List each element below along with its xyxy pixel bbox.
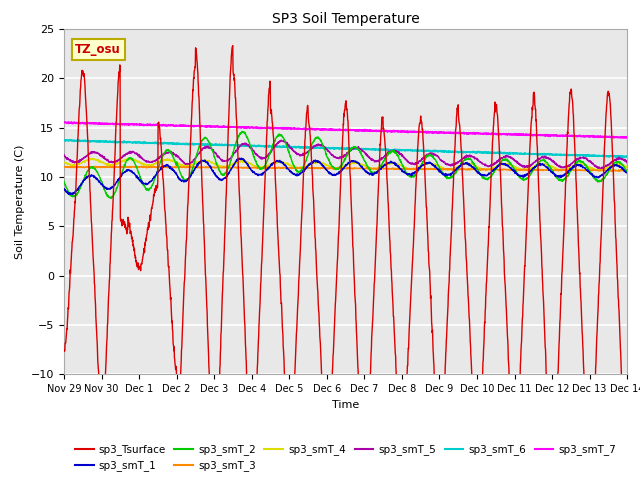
sp3_smT_3	[89, 164, 97, 170]
sp3_smT_5	[607, 159, 615, 165]
sp3_smT_7	[623, 135, 631, 141]
Y-axis label: Soil Temperature (C): Soil Temperature (C)	[15, 144, 26, 259]
sp3_smT_2	[108, 195, 115, 201]
sp3_Tsurface	[504, 344, 512, 349]
sp3_smT_4	[607, 164, 615, 169]
sp3_smT_4	[319, 160, 327, 166]
sp3_smT_2	[504, 158, 512, 164]
sp3_smT_1	[335, 170, 342, 176]
sp3_smT_4	[334, 166, 342, 172]
sp3_smT_5	[334, 156, 342, 161]
sp3_Tsurface	[623, 472, 631, 478]
sp3_Tsurface	[89, 245, 97, 251]
sp3_smT_3	[319, 165, 327, 171]
sp3_smT_1	[89, 173, 97, 179]
sp3_smT_3	[607, 168, 615, 173]
sp3_smT_5	[596, 166, 604, 172]
Title: SP3 Soil Temperature: SP3 Soil Temperature	[272, 12, 419, 26]
sp3_smT_6	[607, 153, 615, 159]
sp3_smT_6	[89, 138, 97, 144]
sp3_smT_5	[319, 143, 327, 149]
sp3_smT_3	[623, 168, 631, 173]
Legend: sp3_Tsurface, sp3_smT_1, sp3_smT_2, sp3_smT_3, sp3_smT_4, sp3_smT_5, sp3_smT_6, : sp3_Tsurface, sp3_smT_1, sp3_smT_2, sp3_…	[71, 440, 620, 476]
sp3_Tsurface	[319, 408, 327, 413]
X-axis label: Time: Time	[332, 400, 359, 409]
sp3_smT_7	[319, 127, 327, 132]
sp3_smT_1	[607, 163, 615, 169]
sp3_Tsurface	[607, 117, 615, 123]
sp3_smT_4	[607, 162, 615, 168]
sp3_smT_6	[60, 137, 68, 143]
sp3_smT_7	[68, 119, 76, 125]
sp3_smT_3	[116, 163, 124, 169]
sp3_smT_5	[607, 160, 615, 166]
sp3_Tsurface	[607, 125, 615, 131]
Line: sp3_smT_6: sp3_smT_6	[64, 140, 627, 157]
sp3_smT_1	[319, 163, 327, 169]
sp3_smT_3	[615, 168, 623, 174]
sp3_smT_3	[607, 168, 614, 174]
Line: sp3_smT_1: sp3_smT_1	[64, 158, 627, 194]
sp3_smT_6	[623, 154, 631, 159]
sp3_smT_6	[620, 154, 628, 160]
sp3_smT_3	[60, 164, 68, 169]
sp3_smT_7	[60, 120, 68, 125]
sp3_smT_7	[621, 135, 628, 141]
sp3_smT_6	[504, 150, 511, 156]
sp3_smT_7	[89, 120, 97, 126]
sp3_smT_2	[607, 164, 615, 170]
sp3_smT_4	[89, 156, 97, 162]
sp3_smT_1	[607, 164, 615, 170]
sp3_smT_1	[236, 156, 244, 161]
sp3_smT_2	[238, 129, 246, 134]
sp3_smT_1	[504, 162, 512, 168]
sp3_smT_4	[504, 161, 511, 167]
sp3_smT_1	[623, 170, 631, 176]
sp3_smT_2	[335, 167, 342, 172]
sp3_Tsurface	[229, 43, 237, 48]
sp3_smT_2	[60, 179, 68, 184]
sp3_smT_4	[623, 164, 631, 170]
sp3_smT_7	[607, 134, 615, 140]
sp3_smT_6	[66, 137, 74, 143]
sp3_smT_1	[60, 187, 68, 192]
Line: sp3_smT_4: sp3_smT_4	[64, 158, 627, 171]
sp3_smT_5	[504, 153, 511, 159]
sp3_smT_2	[607, 164, 615, 170]
sp3_smT_5	[623, 160, 631, 166]
sp3_smT_4	[88, 156, 96, 161]
Line: sp3_smT_2: sp3_smT_2	[64, 132, 627, 198]
sp3_smT_5	[277, 137, 285, 143]
sp3_smT_3	[504, 167, 511, 173]
Line: sp3_smT_5: sp3_smT_5	[64, 140, 627, 169]
sp3_Tsurface	[334, 239, 342, 245]
sp3_smT_7	[504, 132, 511, 137]
Line: sp3_smT_7: sp3_smT_7	[64, 122, 627, 138]
sp3_smT_4	[60, 160, 68, 166]
sp3_Tsurface	[60, 348, 68, 354]
sp3_smT_3	[334, 166, 342, 171]
sp3_smT_5	[60, 152, 68, 157]
Text: TZ_osu: TZ_osu	[76, 43, 121, 56]
Line: sp3_smT_3: sp3_smT_3	[64, 166, 627, 171]
Line: sp3_Tsurface: sp3_Tsurface	[64, 46, 627, 480]
sp3_smT_6	[607, 153, 614, 159]
sp3_smT_6	[319, 145, 327, 151]
sp3_smT_2	[623, 169, 631, 175]
sp3_smT_6	[334, 146, 342, 152]
sp3_smT_4	[595, 168, 603, 174]
sp3_smT_5	[89, 149, 97, 155]
sp3_smT_7	[607, 134, 614, 140]
sp3_smT_1	[65, 192, 73, 197]
sp3_smT_7	[334, 127, 342, 132]
sp3_smT_2	[89, 165, 97, 171]
sp3_smT_2	[319, 144, 327, 150]
